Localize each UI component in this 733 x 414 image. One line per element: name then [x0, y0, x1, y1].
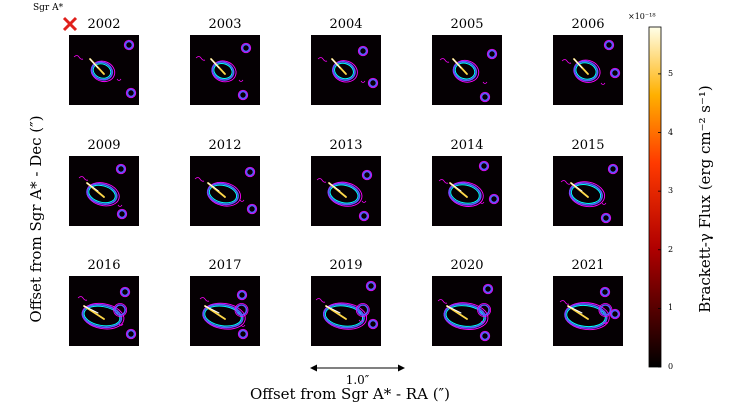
bracket-gamma-panel: [190, 35, 260, 105]
panel-year-label: 2012: [208, 138, 242, 153]
colorbar: [648, 26, 662, 368]
bracket-gamma-panel: [553, 276, 623, 346]
panel-year-label: 2021: [571, 258, 605, 273]
y-axis-label: Offset from Sgr A* - Dec (″): [27, 115, 45, 323]
x-axis-label: Offset from Sgr A* - RA (″): [249, 385, 451, 403]
panel-year-label: 2016: [87, 258, 121, 273]
colorbar-tick-label: 3: [668, 186, 674, 196]
bracket-gamma-panel: [190, 156, 260, 226]
bracket-gamma-panel: [190, 276, 260, 346]
panel-year-label: 2006: [571, 17, 605, 32]
sgr-a-star-marker-icon: [62, 16, 78, 32]
bracket-gamma-panel: [311, 35, 381, 105]
bracket-gamma-panel: [432, 35, 502, 105]
panel-year-label: 2002: [87, 17, 121, 32]
bracket-gamma-panel: [553, 35, 623, 105]
panel-year-label: 2019: [329, 258, 363, 273]
bracket-gamma-panel: [69, 35, 139, 105]
bracket-gamma-panel: [553, 156, 623, 226]
panel-year-label: 2017: [208, 258, 242, 273]
bracket-gamma-panel: [432, 276, 502, 346]
panel-year-label: 2005: [450, 17, 484, 32]
colorbar-tick-label: 2: [668, 244, 674, 254]
colorbar-tick-label: 5: [668, 68, 674, 78]
panel-year-label: 2015: [571, 138, 605, 153]
bracket-gamma-panel: [69, 156, 139, 226]
scale-bar-label: 1.0″: [345, 373, 370, 387]
bracket-gamma-panel: [311, 276, 381, 346]
colorbar-tick-label: 4: [668, 127, 674, 137]
panel-year-label: 2003: [208, 17, 242, 32]
panel-year-label: 2009: [87, 138, 121, 153]
panel-year-label: 2013: [329, 138, 363, 153]
panel-year-label: 2020: [450, 258, 484, 273]
bracket-gamma-panel: [311, 156, 381, 226]
colorbar-multiplier: ×10⁻¹⁸: [628, 12, 656, 21]
panel-year-label: 2004: [329, 17, 363, 32]
bracket-gamma-panel: [69, 276, 139, 346]
sgr-a-star-label: Sgr A*: [33, 3, 64, 13]
colorbar-tick-label: 0: [668, 362, 674, 371]
colorbar-label: Brackett-γ Flux (erg cm⁻² s⁻¹): [696, 85, 714, 313]
scale-bar: [310, 364, 405, 372]
colorbar-tick-label: 1: [668, 303, 674, 313]
bracket-gamma-panel: [432, 156, 502, 226]
panel-year-label: 2014: [450, 138, 484, 153]
